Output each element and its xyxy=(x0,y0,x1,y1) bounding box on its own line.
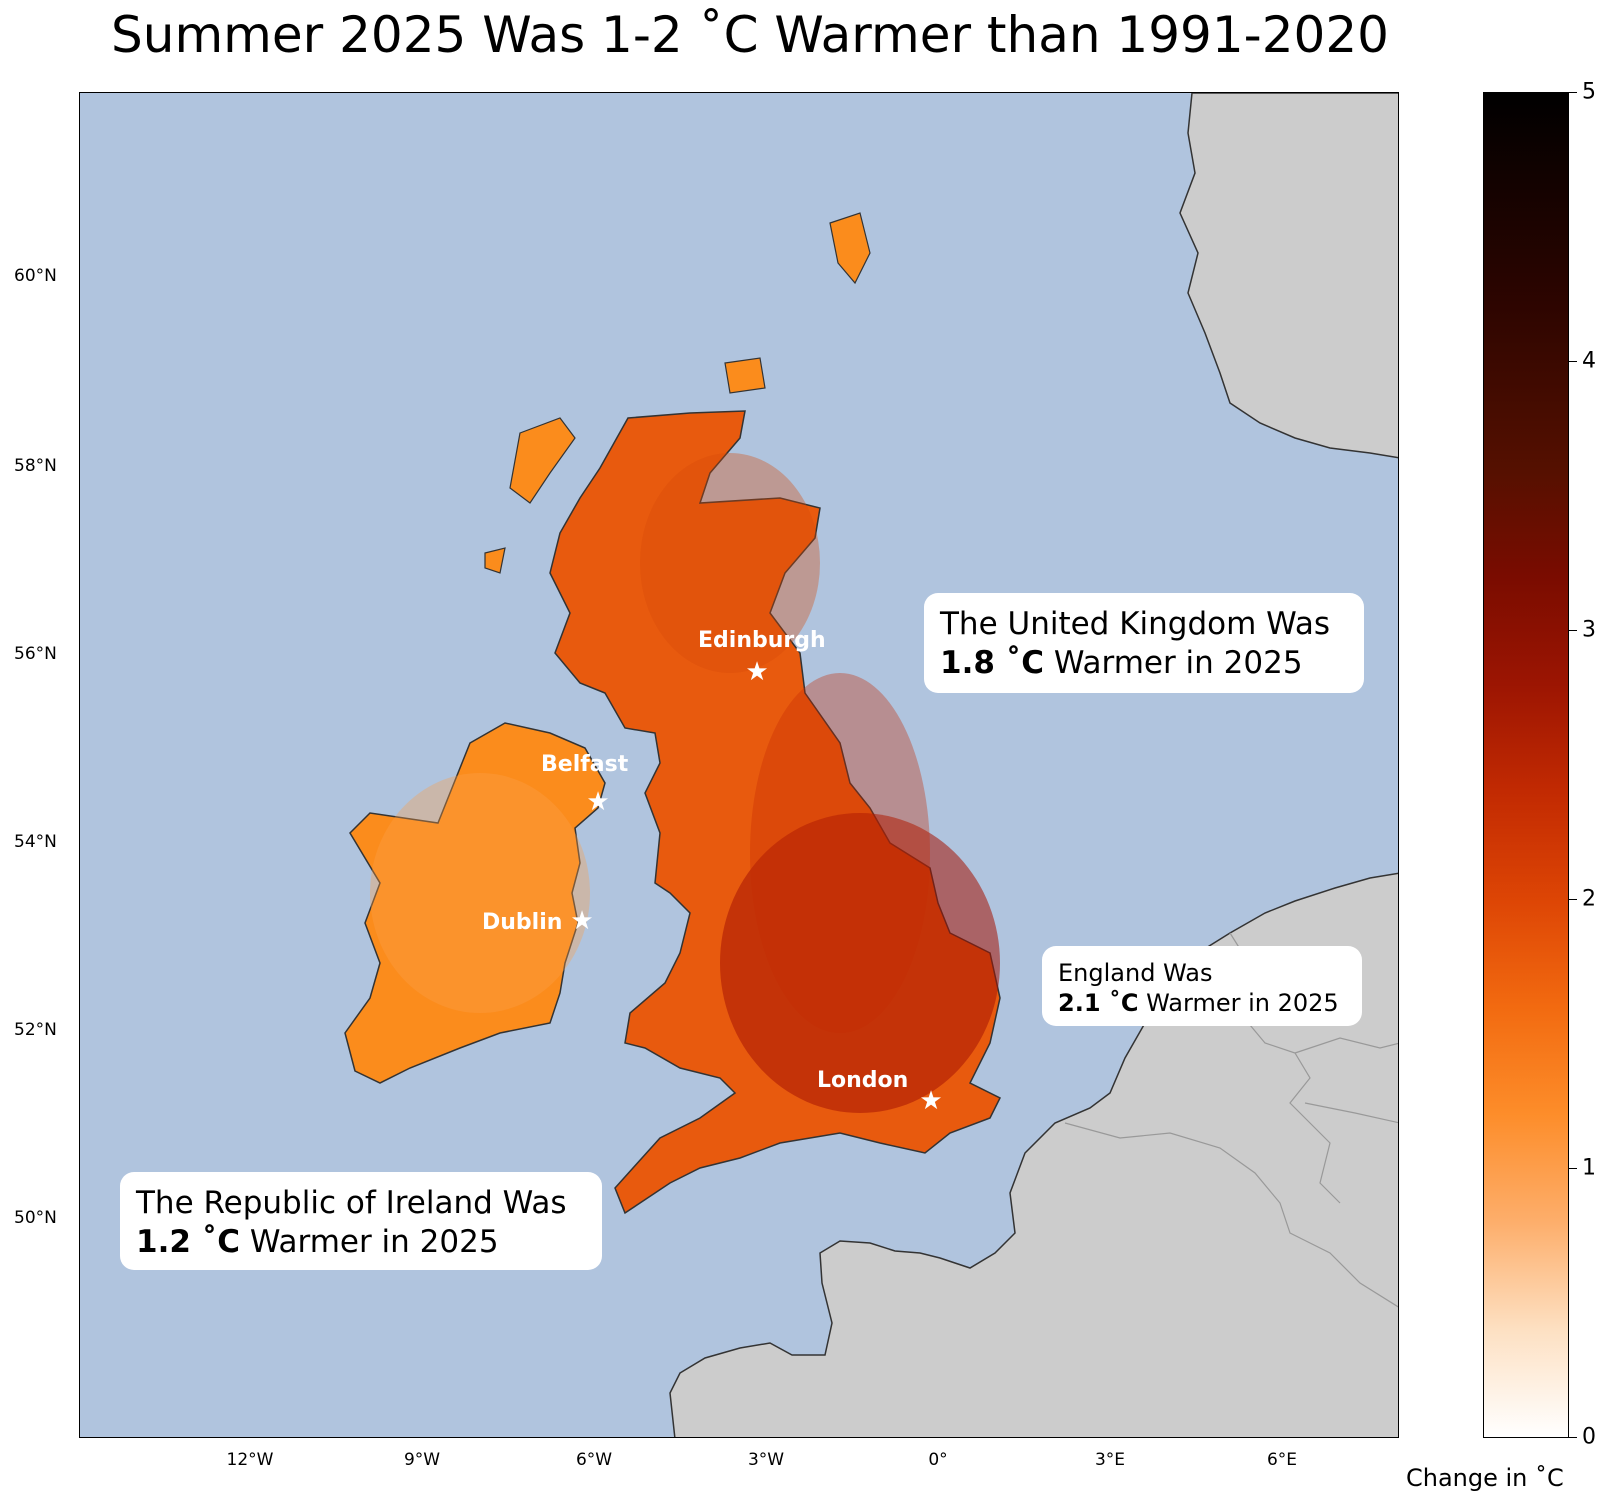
colorbar-title: Change in ˚C xyxy=(1406,1464,1564,1492)
heat-scotland xyxy=(640,453,820,673)
colorbar-tick-label: 0 xyxy=(1582,1424,1596,1450)
england-callout: England Was 2.1 ˚C Warmer in 2025 xyxy=(1042,946,1362,1026)
lat-tick-label: 58°N xyxy=(14,456,57,476)
heat-mid-england xyxy=(750,673,930,1033)
lat-tick-label: 56°N xyxy=(14,644,57,664)
colorbar-tick xyxy=(1569,899,1577,900)
ireland-callout-rest: Warmer in 2025 xyxy=(239,1223,499,1260)
colorbar-tick-label: 5 xyxy=(1582,79,1596,105)
lon-tick-label: 6°E xyxy=(1266,1450,1298,1470)
colorbar-tick-label: 1 xyxy=(1582,1155,1596,1181)
city-star-icon: ★ xyxy=(570,906,594,936)
england-callout-value: 2.1 ˚C xyxy=(1058,989,1139,1017)
lon-tick-label: 3°W xyxy=(747,1450,785,1470)
uk-callout-value: 1.8 ˚C xyxy=(940,644,1044,681)
colorbar-tick xyxy=(1569,1437,1577,1438)
city-star-icon: ★ xyxy=(586,787,610,817)
ireland-callout-value: 1.2 ˚C xyxy=(136,1223,240,1260)
uk-callout: The United Kingdom Was 1.8 ˚C Warmer in … xyxy=(924,593,1364,693)
england-callout-line1: England Was xyxy=(1058,959,1213,987)
lon-tick-label: 9°W xyxy=(403,1450,441,1470)
lat-tick-label: 60°N xyxy=(14,266,57,286)
map-canvas xyxy=(344,93,1398,1437)
country-borders xyxy=(1064,932,1398,1308)
uk-callout-line1: The United Kingdom Was xyxy=(940,606,1330,642)
lat-tick-label: 54°N xyxy=(14,832,57,852)
ireland-land xyxy=(344,722,606,1084)
lon-tick-label: 12°W xyxy=(226,1450,274,1470)
lat-tick-label: 52°N xyxy=(14,1020,57,1040)
city-label-dublin: Dublin xyxy=(482,910,563,935)
colorbar-tick-label: 4 xyxy=(1582,348,1596,374)
islands xyxy=(484,212,871,574)
england-callout-rest: Warmer in 2025 xyxy=(1138,989,1339,1017)
lon-tick-label: 0° xyxy=(928,1450,948,1470)
city-label-edinburgh: Edinburgh xyxy=(698,628,826,653)
lon-tick-label: 3°E xyxy=(1094,1450,1126,1470)
city-label-london: London xyxy=(817,1068,909,1093)
heat-core-england xyxy=(720,813,1000,1113)
colorbar-tick-label: 2 xyxy=(1582,886,1596,912)
lon-tick-label: 6°W xyxy=(575,1450,613,1470)
colorbar-tick xyxy=(1569,630,1577,631)
heat-ireland-core xyxy=(370,773,590,1013)
ireland-callout: The Republic of Ireland Was 1.2 ˚C Warme… xyxy=(120,1172,602,1270)
colorbar-tick-label: 3 xyxy=(1582,617,1596,643)
ireland-callout-line1: The Republic of Ireland Was xyxy=(136,1185,567,1221)
city-label-belfast: Belfast xyxy=(541,752,629,777)
chart-title: Summer 2025 Was 1-2 ˚C Warmer than 1991-… xyxy=(111,6,1389,64)
norway-land xyxy=(1179,93,1398,459)
colorbar-tick xyxy=(1569,361,1577,362)
map-panel[interactable] xyxy=(79,92,1399,1438)
colorbar-tick xyxy=(1569,92,1577,93)
colorbar-tick xyxy=(1569,1168,1577,1169)
colorbar xyxy=(1483,92,1569,1438)
uk-callout-rest: Warmer in 2025 xyxy=(1043,644,1303,681)
city-star-icon: ★ xyxy=(919,1086,943,1116)
city-star-icon: ★ xyxy=(745,657,769,687)
lat-tick-label: 50°N xyxy=(14,1208,57,1228)
